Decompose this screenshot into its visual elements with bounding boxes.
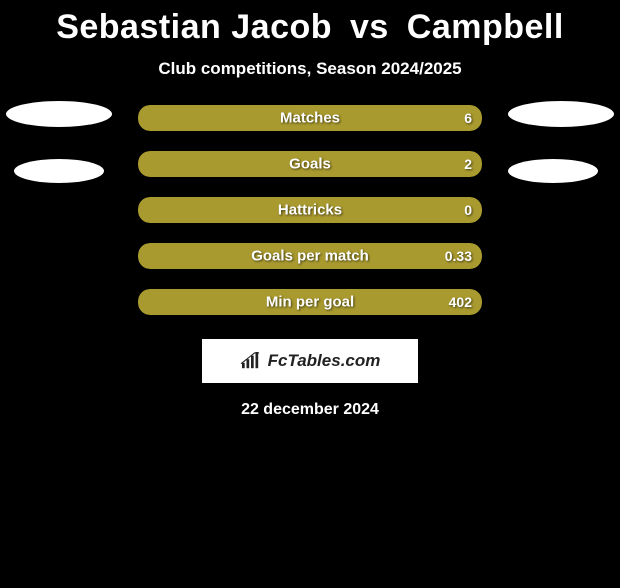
bar-fill-left: [138, 151, 289, 177]
player2-name: Campbell: [407, 8, 564, 46]
stat-bars-container: Matches 6 Goals 2 Hattricks 0 Goals per match 0…: [138, 105, 482, 315]
stat-value-right: 6: [464, 110, 472, 126]
stat-bar-row: Hattricks 0: [138, 197, 482, 223]
ellipse-decoration: [6, 101, 112, 127]
chart-area: Matches 6 Goals 2 Hattricks 0 Goals per match 0…: [0, 105, 620, 315]
stat-bar-row: Goals per match 0.33: [138, 243, 482, 269]
stat-value-right: 0: [464, 202, 472, 218]
ellipse-decoration: [508, 159, 598, 183]
subtitle: Club competitions, Season 2024/2025: [0, 59, 620, 79]
stat-value-right: 402: [449, 294, 472, 310]
vs-text: vs: [350, 8, 389, 46]
stat-value-right: 2: [464, 156, 472, 172]
bar-chart-icon: [240, 352, 262, 370]
stat-label: Hattricks: [278, 202, 342, 219]
stat-label: Goals: [289, 156, 331, 173]
comparison-title: Sebastian Jacob vs Campbell: [0, 8, 620, 47]
stat-label: Matches: [280, 110, 340, 127]
right-ellipses: [508, 101, 614, 183]
player1-name: Sebastian Jacob: [56, 8, 332, 46]
bar-fill-left: [138, 105, 289, 131]
stat-bar-row: Goals 2: [138, 151, 482, 177]
stat-bar-row: Matches 6: [138, 105, 482, 131]
logo-text: FcTables.com: [268, 351, 381, 371]
left-ellipses: [6, 101, 112, 183]
date-text: 22 december 2024: [0, 401, 620, 419]
stat-value-right: 0.33: [445, 248, 472, 264]
ellipse-decoration: [508, 101, 614, 127]
logo-box: FcTables.com: [202, 339, 418, 383]
ellipse-decoration: [14, 159, 104, 183]
stat-label: Min per goal: [266, 294, 354, 311]
stat-bar-row: Min per goal 402: [138, 289, 482, 315]
stat-label: Goals per match: [251, 248, 369, 265]
